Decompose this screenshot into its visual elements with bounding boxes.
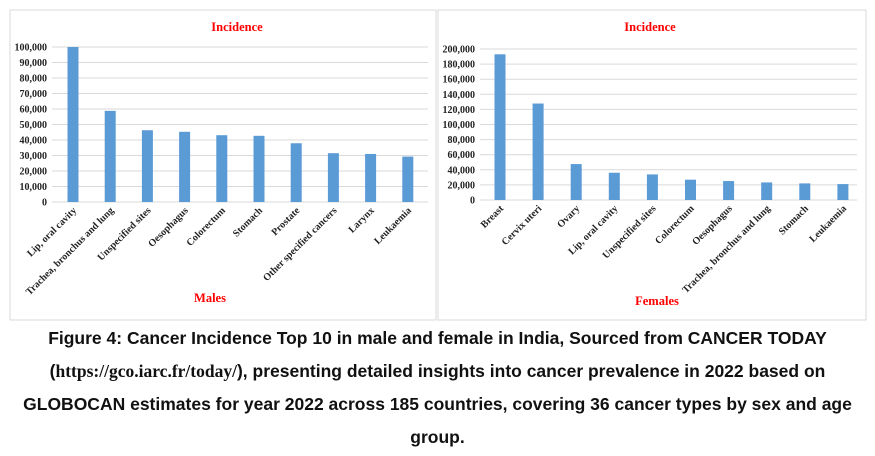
y-tick-label: 0 bbox=[470, 196, 475, 207]
y-tick-label: 80,000 bbox=[448, 135, 476, 146]
bar-leukaemia bbox=[402, 156, 414, 202]
x-axis-label: Females bbox=[635, 294, 679, 308]
chart-title: Incidence bbox=[211, 20, 263, 34]
figure-caption: Figure 4: Cancer Incidence Top 10 in mal… bbox=[0, 322, 875, 454]
chart-panel-females: Incidence 0 20,000 40,000 60,000 80,000 100,00… bbox=[437, 9, 867, 321]
y-tick-label: 30,000 bbox=[20, 151, 48, 162]
caption-text-2: ), presenting detailed insights into can… bbox=[23, 361, 852, 447]
bar-lip-oral-cavity bbox=[67, 47, 79, 202]
y-tick-label: 40,000 bbox=[448, 165, 476, 176]
bar-trachea-bronchus-and-lung bbox=[104, 110, 116, 202]
bar-colorectum bbox=[685, 179, 696, 200]
bar-trachea-bronchus-and-lung bbox=[761, 182, 773, 200]
bar-cervix-uteri bbox=[532, 103, 544, 200]
caption-text-1: Figure 4: Cancer Incidence Top 10 in mal… bbox=[48, 328, 827, 381]
bar-other-specified-cancers bbox=[327, 153, 339, 202]
charts-figure: Incidence 0 10,000 20,000 30,000 40,000 50,000… bbox=[9, 9, 867, 321]
bar-larynx bbox=[365, 153, 377, 202]
y-tick-label: 100,000 bbox=[443, 120, 476, 131]
y-tick-label: 180,000 bbox=[443, 60, 476, 71]
y-tick-label: 160,000 bbox=[443, 75, 476, 86]
bar-leukaemia bbox=[837, 184, 849, 200]
y-tick-label: 200,000 bbox=[443, 45, 476, 56]
y-tick-label: 80,000 bbox=[20, 74, 48, 85]
chart-title: Incidence bbox=[624, 20, 676, 34]
y-tick-label: 100,000 bbox=[15, 43, 48, 54]
y-tick-label: 90,000 bbox=[20, 58, 48, 69]
y-tick-label: 120,000 bbox=[443, 105, 476, 116]
bar-unspecified-sites bbox=[141, 130, 153, 202]
bar-prostate bbox=[290, 143, 302, 202]
y-tick-label: 10,000 bbox=[20, 182, 48, 193]
x-axis-label: Males bbox=[194, 291, 226, 305]
bar-oesophagus bbox=[723, 181, 735, 200]
chart-border bbox=[437, 9, 867, 321]
y-tick-label: 140,000 bbox=[443, 90, 476, 101]
chart-panel-males: Incidence 0 10,000 20,000 30,000 40,000 50,000… bbox=[9, 9, 437, 321]
bar-unspecified-sites bbox=[646, 174, 658, 200]
bar-breast bbox=[494, 54, 506, 200]
bar-lip-oral-cavity bbox=[608, 172, 620, 200]
y-tick-label: 40,000 bbox=[20, 136, 48, 147]
y-tick-label: 70,000 bbox=[20, 89, 48, 100]
bar-oesophagus bbox=[179, 131, 191, 202]
y-tick-label: 50,000 bbox=[20, 120, 48, 131]
y-tick-label: 60,000 bbox=[448, 150, 476, 161]
bar-ovary bbox=[570, 164, 582, 200]
y-tick-label: 60,000 bbox=[20, 105, 48, 116]
y-tick-label: 20,000 bbox=[20, 167, 48, 178]
y-tick-label: 0 bbox=[42, 198, 47, 209]
bar-stomach bbox=[253, 135, 265, 202]
caption-url: https://gco.iarc.fr/today/ bbox=[55, 361, 237, 381]
y-tick-label: 20,000 bbox=[448, 180, 476, 191]
bar-colorectum bbox=[216, 135, 228, 202]
bar-stomach bbox=[799, 183, 811, 200]
